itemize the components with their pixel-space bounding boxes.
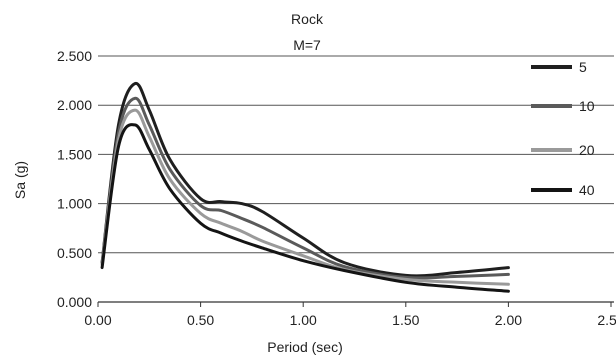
series-line-5 [100, 82, 510, 278]
x-tick-label: 1.00 [290, 312, 317, 328]
x-axis-label: Period (sec) [267, 339, 342, 355]
series-line-20 [100, 108, 510, 286]
chart-subtitle: M=7 [293, 37, 321, 53]
x-axis-ticks: 0.00 0.50 1.00 1.50 2.00 2.50 [84, 302, 616, 328]
x-tick-label: 0.50 [187, 312, 214, 328]
y-tick-label: 1.000 [57, 196, 92, 212]
x-tick-label: 2.50 [597, 312, 616, 328]
y-tick-label: 0.500 [57, 245, 92, 261]
legend-label-10: 10 [579, 98, 595, 114]
y-tick-label: 2.000 [57, 97, 92, 113]
legend: 5 10 20 40 [531, 59, 595, 198]
x-tick-label: 2.00 [495, 312, 522, 328]
y-axis-label: Sa (g) [12, 161, 28, 199]
series-line-10 [100, 96, 510, 280]
y-tick-label: 1.500 [57, 146, 92, 162]
gridlines [98, 55, 614, 303]
x-tick-label: 0.00 [84, 312, 111, 328]
series-line-40 [100, 123, 510, 293]
legend-label-20: 20 [579, 142, 595, 158]
legend-label-40: 40 [579, 182, 595, 198]
legend-label-5: 5 [579, 59, 587, 75]
x-tick-label: 1.50 [392, 312, 419, 328]
y-tick-label: 0.000 [57, 294, 92, 310]
chart-title: Rock [291, 11, 324, 27]
data-series [100, 82, 510, 293]
y-axis-ticks: 0.000 0.500 1.000 1.500 2.000 2.500 [57, 48, 92, 310]
y-tick-label: 2.500 [57, 48, 92, 64]
